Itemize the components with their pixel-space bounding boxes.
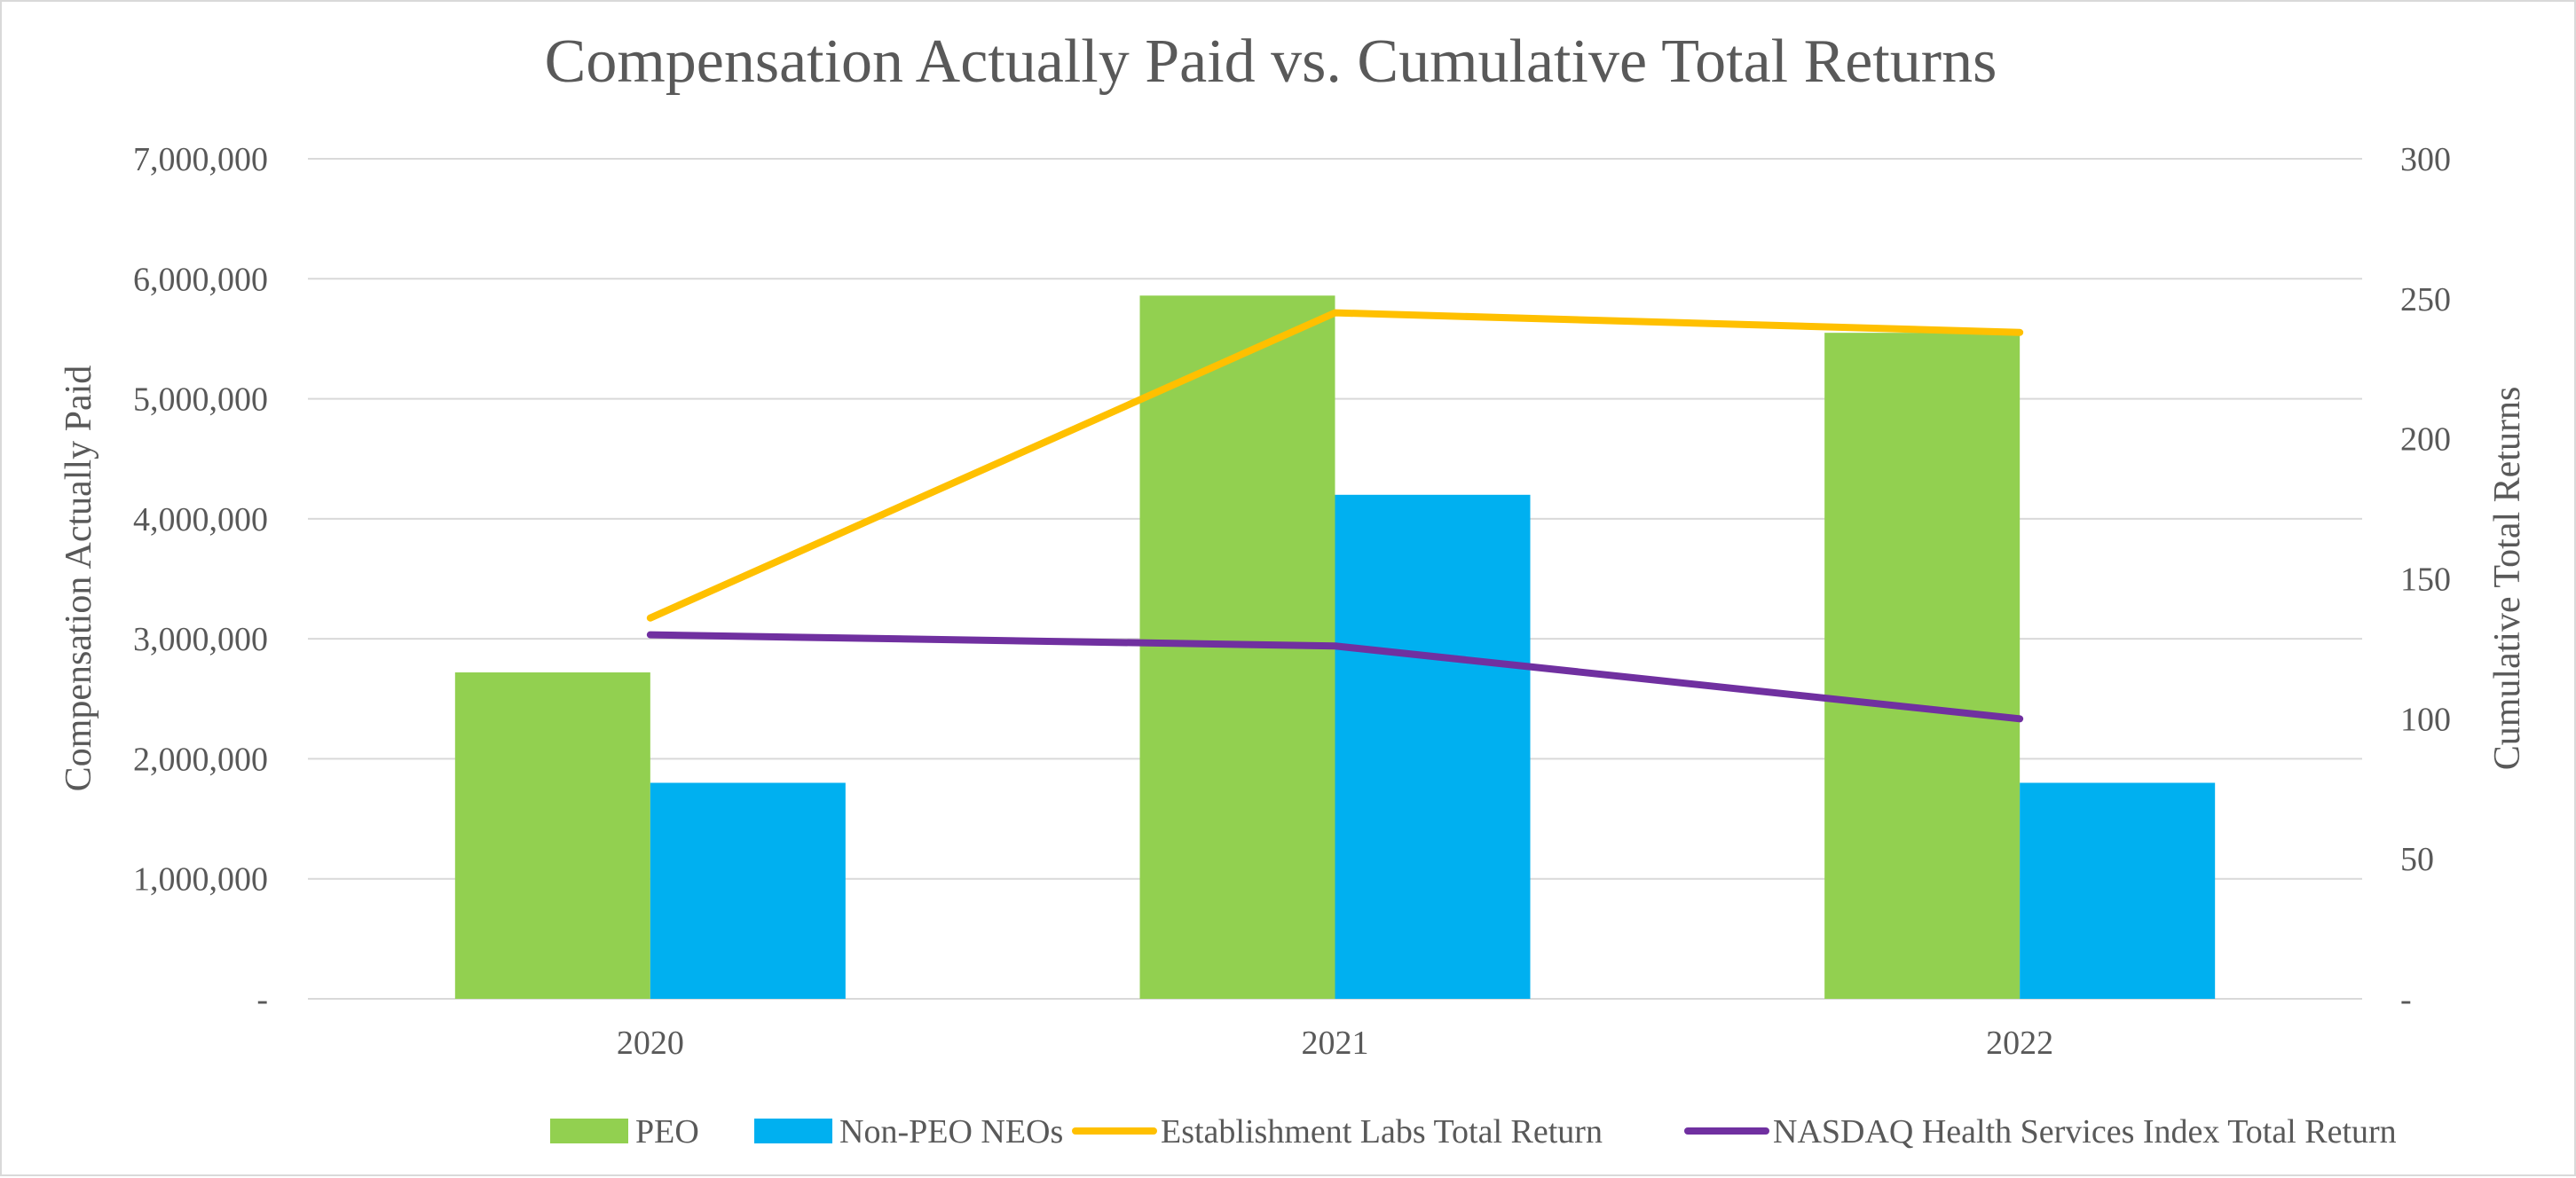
x-tick-label: 2021 — [1302, 1025, 1369, 1062]
y2-tick-label: 100 — [2400, 701, 2451, 738]
y2-tick-label: 300 — [2400, 141, 2451, 178]
line-establishment-labs-total-return — [646, 309, 2024, 622]
y-tick-label: 3,000,000 — [133, 621, 268, 658]
y-tick-label: 2,000,000 — [133, 741, 268, 778]
y-tick-label: 7,000,000 — [133, 141, 268, 178]
y-tick-label: 6,000,000 — [133, 261, 268, 298]
legend-label-nasdaq-health-services-index-total-return: NASDAQ Health Services Index Total Retur… — [1773, 1113, 2397, 1151]
legend-label-peo: PEO — [635, 1113, 699, 1151]
y-tick-label: 4,000,000 — [133, 501, 268, 538]
bar-non-peo-neos-2021 — [1335, 494, 1531, 999]
bar-non-peo-neos-2022 — [2020, 782, 2216, 999]
y-tick-label: 1,000,000 — [133, 861, 268, 899]
y2-tick-label: 50 — [2400, 841, 2434, 878]
bar-non-peo-neos-2020 — [650, 782, 846, 999]
y-axis-title: Compensation Actually Paid — [59, 365, 99, 792]
legend-label-non-peo-neos: Non-PEO NEOs — [839, 1113, 1063, 1151]
line-nasdaq-health-services-index-total-return — [646, 631, 2024, 723]
y-tick-label: - — [256, 981, 268, 1018]
legend-swatch-non-peo-neos — [754, 1119, 832, 1143]
y2-tick-label: 250 — [2400, 281, 2451, 318]
tick-labels: - 1,000,000 2,000,000 3,000,000 4,000,000 5,0… — [133, 141, 2451, 1062]
bar-peo-2022 — [1824, 333, 2021, 999]
legend-label-establishment-labs-total-return: Establishment Labs Total Return — [1161, 1113, 1603, 1151]
bar-peo-2020 — [454, 672, 650, 999]
y-tick-label: 5,000,000 — [133, 381, 268, 419]
y2-tick-label: - — [2400, 981, 2412, 1018]
y2-tick-label: 200 — [2400, 421, 2451, 459]
legend-swatch-peo — [550, 1119, 628, 1143]
x-tick-label: 2022 — [1986, 1025, 2053, 1062]
chart-title: Compensation Actually Paid vs. Cumulativ… — [545, 27, 1997, 96]
legend: PEO Non-PEO NEOs Establishment Labs Total … — [550, 1113, 2397, 1151]
x-tick-label: 2020 — [617, 1025, 684, 1062]
lines — [646, 309, 2024, 723]
y2-tick-label: 150 — [2400, 562, 2451, 599]
y2-axis-title: Cumulative Total Returns — [2487, 387, 2528, 771]
